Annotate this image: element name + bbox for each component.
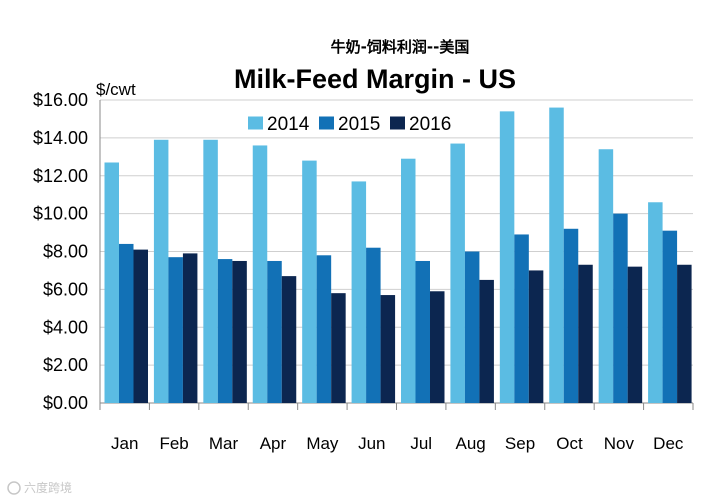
bar-2014-dec <box>648 202 663 403</box>
bar-2016-jul <box>430 291 445 403</box>
legend-label-2016: 2016 <box>409 114 451 135</box>
y-axis-unit-label: $/cwt <box>96 80 136 99</box>
bar-2015-apr <box>267 260 282 403</box>
bar-2016-aug <box>479 279 494 403</box>
y-tick-label: $4.00 <box>43 317 88 337</box>
bar-2016-nov <box>627 266 643 403</box>
legend-label-2015: 2015 <box>338 114 380 135</box>
y-tick-label: $0.00 <box>43 393 88 413</box>
x-tick-label: Dec <box>653 434 684 453</box>
bar-2016-oct <box>578 264 593 403</box>
x-tick-label: Apr <box>260 434 287 453</box>
bar-2015-may <box>316 255 332 403</box>
x-tick-label: May <box>306 434 339 453</box>
bar-2015-oct <box>563 228 579 403</box>
bar-2016-feb <box>182 253 198 403</box>
bar-2014-mar <box>203 139 218 404</box>
x-tick-label: Jan <box>111 434 138 453</box>
y-tick-label: $2.00 <box>43 355 88 375</box>
bar-2014-aug <box>450 143 465 403</box>
bar-2015-nov <box>613 213 628 403</box>
bar-2014-feb <box>153 139 169 404</box>
x-tick-label: Sep <box>505 434 535 453</box>
bar-2014-jul <box>401 158 416 403</box>
tick-labels: $0.00 $2.00 $4.00 $6.00 $8.00 $10.00 $12.00 $14… <box>33 90 684 453</box>
x-tick-label: Nov <box>604 434 635 453</box>
bar-2016-jun <box>380 295 396 403</box>
gridlines <box>100 99 693 366</box>
chart-subtitle: 牛奶-饲料利润--美国 <box>331 38 470 56</box>
x-tick-label: Aug <box>456 434 486 453</box>
bars <box>104 107 692 404</box>
bar-2016-dec <box>677 264 692 403</box>
bar-2015-aug <box>464 251 480 403</box>
legend-swatch-2016 <box>390 116 405 130</box>
y-tick-label: $8.00 <box>43 242 88 262</box>
bar-2015-feb <box>168 257 183 403</box>
bar-2016-jan <box>133 249 148 403</box>
bar-2014-nov <box>598 149 614 403</box>
legend-swatch-2015 <box>319 116 334 130</box>
legend: 2014 2015 2016 <box>248 114 451 135</box>
bar-2015-mar <box>217 259 233 403</box>
watermark-logo-icon <box>7 481 21 495</box>
bar-2014-may <box>302 160 317 403</box>
bar-2015-jan <box>119 243 134 403</box>
bar-2015-jul <box>415 260 430 403</box>
y-tick-label: $6.00 <box>43 279 88 299</box>
bar-2016-may <box>331 293 346 403</box>
y-tick-label: $14.00 <box>33 128 88 148</box>
x-tick-label: Jun <box>358 434 385 453</box>
bar-2016-apr <box>281 276 297 403</box>
legend-label-2014: 2014 <box>267 114 310 135</box>
watermark: 六度跨境 <box>7 480 72 495</box>
axes <box>99 100 694 410</box>
y-tick-label: $10.00 <box>33 204 88 224</box>
bar-2014-sep <box>499 111 515 404</box>
bar-2015-dec <box>662 230 678 403</box>
bar-2015-sep <box>514 234 529 403</box>
bar-2014-jan <box>104 162 119 403</box>
bar-2014-apr <box>252 145 268 403</box>
x-tick-label: Jul <box>410 434 432 453</box>
x-tick-label: Oct <box>556 434 583 453</box>
y-tick-label: $12.00 <box>33 166 88 186</box>
y-tick-label: $16.00 <box>33 90 88 110</box>
bar-2015-jun <box>366 247 381 403</box>
bar-2016-mar <box>232 260 247 403</box>
legend-swatch-2014 <box>248 116 263 130</box>
watermark-text: 六度跨境 <box>24 480 72 495</box>
x-tick-label: Feb <box>159 434 188 453</box>
bar-2016-sep <box>528 270 544 403</box>
bar-2014-jun <box>351 181 367 403</box>
bar-2014-oct <box>549 107 564 403</box>
x-tick-label: Mar <box>209 434 239 453</box>
chart-title: Milk-Feed Margin - US <box>234 64 516 94</box>
